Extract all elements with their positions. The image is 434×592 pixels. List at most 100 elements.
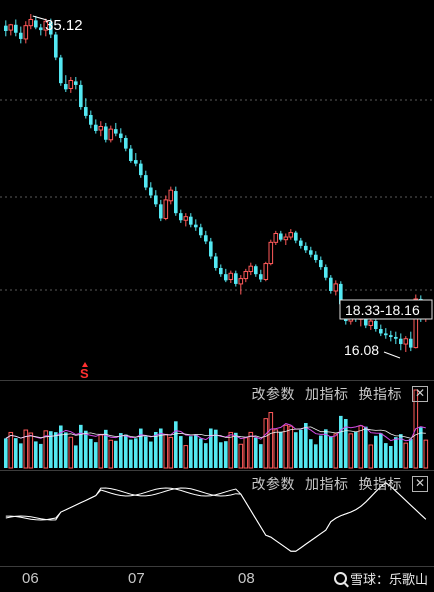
volume-bar <box>309 439 313 468</box>
candle-body <box>124 137 128 149</box>
candle-body <box>19 32 23 39</box>
candle-body <box>283 236 289 241</box>
candle-body <box>238 278 244 285</box>
volume-bar <box>174 421 178 468</box>
volume-bar <box>163 433 169 469</box>
candle-body <box>119 133 123 138</box>
volume-bar <box>59 425 63 468</box>
volume-bar <box>8 431 14 469</box>
candlestick-chart[interactable]: 35.12 18.33-18.16 16.08 S <box>0 0 434 380</box>
volume-bar <box>4 438 8 468</box>
volume-bar <box>134 438 138 468</box>
volume-bars-chart[interactable] <box>0 380 434 470</box>
x-tick-label-06: 06 <box>22 570 39 587</box>
volume-bar <box>389 445 393 468</box>
candle-body <box>333 283 339 292</box>
candle-body <box>183 216 189 221</box>
volume-switch-indicator-button[interactable]: 换指标 <box>358 386 402 402</box>
candle-body <box>49 22 53 35</box>
candle-body <box>28 18 34 27</box>
candle-body <box>403 338 409 345</box>
candle-body <box>89 114 93 125</box>
candle-body <box>194 224 198 228</box>
high-pointer <box>32 15 47 21</box>
volume-bar <box>34 441 38 468</box>
indicator-add-indicator-button[interactable]: 加指标 <box>305 476 349 492</box>
candle-body <box>394 336 398 339</box>
volume-add-indicator-button[interactable]: 加指标 <box>305 386 349 402</box>
divider <box>0 566 434 567</box>
volume-bar <box>219 442 223 468</box>
volume-bar <box>179 436 183 468</box>
volume-bar <box>279 431 283 468</box>
volume-bar <box>374 435 378 468</box>
indicator-lines-chart[interactable] <box>0 470 434 566</box>
candle-body <box>268 241 274 265</box>
volume-bar <box>254 437 258 468</box>
volume-bar <box>304 423 308 468</box>
volume-bar <box>159 428 163 468</box>
volume-bar <box>183 445 189 469</box>
price-chart-panel[interactable]: 35.12 18.33-18.16 16.08 S <box>0 0 434 380</box>
indicator-modify-params-button[interactable]: 改参数 <box>251 476 295 492</box>
candle-body <box>209 241 213 257</box>
watermark-text: 雪球：乐歌山 <box>349 572 428 587</box>
volume-bar <box>39 443 43 468</box>
candle-body <box>219 267 223 275</box>
volume-bar <box>403 442 409 469</box>
candle-body <box>389 335 393 337</box>
indicator-switch-indicator-button[interactable]: 换指标 <box>358 476 402 492</box>
indicator-panel[interactable]: 改参数 加指标 换指标 ✕ <box>0 470 434 566</box>
volume-bar <box>79 424 83 468</box>
volume-bar <box>358 425 364 469</box>
x-tick-label-08: 08 <box>238 570 255 587</box>
volume-bar <box>299 429 303 468</box>
volume-bar <box>364 426 368 468</box>
candle-body <box>204 235 208 242</box>
volume-bar <box>384 443 388 468</box>
volume-bar <box>228 431 234 469</box>
volume-bar <box>74 445 78 468</box>
volume-modify-params-button[interactable]: 改参数 <box>251 386 295 402</box>
candle-body <box>399 338 403 345</box>
candle-body <box>74 81 78 85</box>
candle-body <box>54 34 58 58</box>
candle-body <box>288 232 294 238</box>
volume-bar <box>234 432 238 468</box>
volume-bar <box>49 431 53 468</box>
volume-bar <box>19 443 23 468</box>
candle-body <box>199 227 203 236</box>
candle-body <box>84 107 88 116</box>
volume-bar <box>149 441 153 468</box>
candle-body <box>104 126 108 140</box>
volume-bar <box>43 430 49 469</box>
snowball-logo-icon <box>333 572 347 585</box>
low-price-label: 16.08 <box>344 342 379 358</box>
indicator-toolbar: 改参数 加指标 换指标 ✕ <box>251 474 428 494</box>
volume-bar <box>108 439 114 469</box>
volume-bar <box>194 434 198 468</box>
volume-bar <box>354 432 358 468</box>
candle-body <box>43 20 49 31</box>
candle-body <box>214 256 218 268</box>
indicator-close-icon[interactable]: ✕ <box>412 476 428 492</box>
volume-close-icon[interactable]: ✕ <box>412 386 428 402</box>
candle-body <box>368 320 374 326</box>
candle-body <box>98 125 104 131</box>
candle-body <box>108 128 114 141</box>
candle-body <box>14 24 18 33</box>
range-label: 18.33-18.16 <box>345 302 420 318</box>
candle-body <box>34 20 38 28</box>
volume-bar <box>154 431 158 468</box>
volume-bar <box>238 443 244 469</box>
candle-body <box>299 240 303 246</box>
volume-bar <box>368 444 374 469</box>
volume-bar <box>54 432 58 468</box>
candle-body <box>39 27 43 31</box>
candle-body <box>234 273 238 284</box>
candle-body <box>23 25 29 40</box>
volume-bar <box>144 436 148 468</box>
volume-panel[interactable]: 改参数 加指标 换指标 ✕ <box>0 380 434 470</box>
candle-body <box>259 274 263 280</box>
